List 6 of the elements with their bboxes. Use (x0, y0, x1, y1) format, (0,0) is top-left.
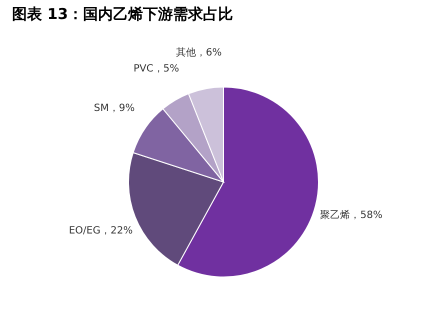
slice-label: EO/EG，22% (68, 226, 133, 237)
chart-title: 图表 13：国内乙烯下游需求占比 (12, 5, 234, 23)
slice-label: SM，9% (94, 102, 135, 114)
slice-label: PVC，5% (133, 63, 180, 74)
slice-label: 其他，6% (176, 46, 222, 58)
slice-label: 聚乙烯，58% (320, 208, 382, 221)
